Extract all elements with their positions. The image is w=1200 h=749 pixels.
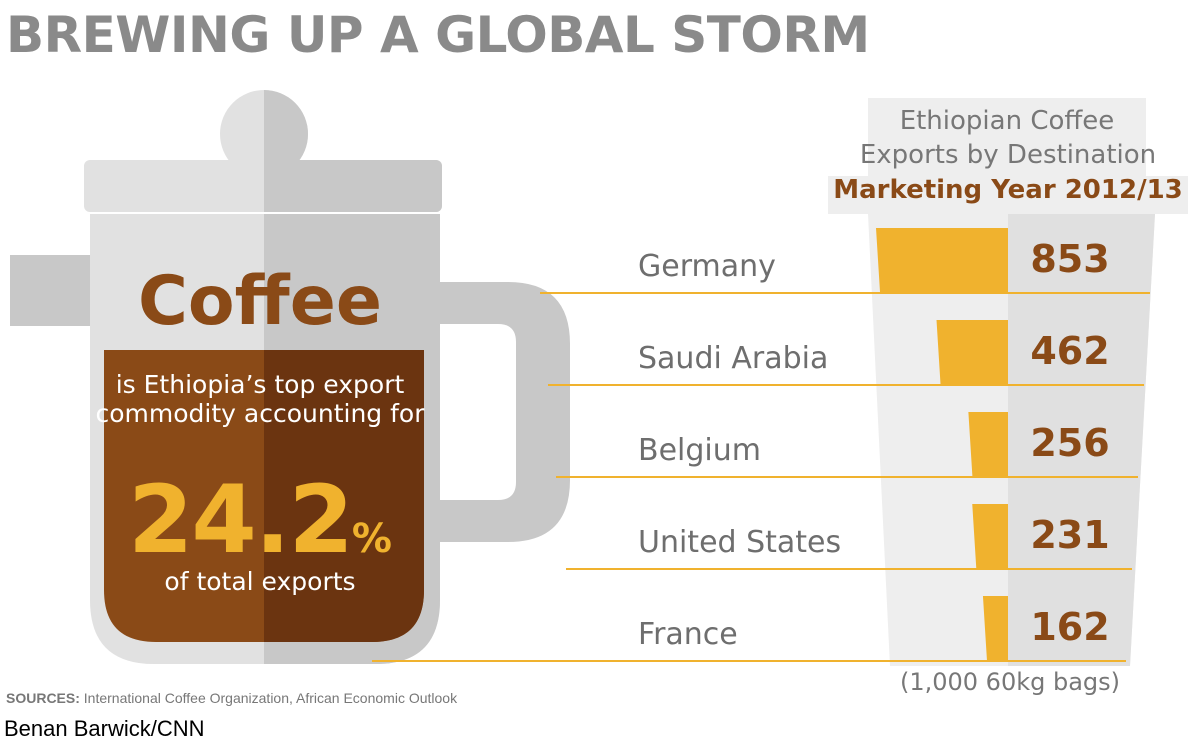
category-label: France bbox=[638, 617, 738, 652]
percent-sign: % bbox=[351, 516, 392, 562]
category-label: United States bbox=[638, 525, 841, 560]
value-label: 462 bbox=[1030, 329, 1109, 373]
value-label: 853 bbox=[1030, 237, 1109, 281]
pot-spout bbox=[10, 255, 92, 326]
percent-figure: 24.2% bbox=[95, 466, 425, 575]
chart-title-box bbox=[868, 98, 1146, 176]
bar-united-states bbox=[972, 504, 1008, 568]
coffee-liquid bbox=[104, 350, 424, 642]
coffee-title: Coffee bbox=[138, 262, 382, 341]
category-label: Saudi Arabia bbox=[638, 341, 828, 376]
bar-belgium bbox=[968, 412, 1008, 476]
sources-label: SOURCES: bbox=[6, 690, 80, 706]
pot-subtext: of total exports bbox=[164, 567, 356, 596]
percent-value: 24.2 bbox=[127, 466, 354, 575]
category-label: Belgium bbox=[638, 433, 761, 468]
headline: BREWING UP A GLOBAL STORM bbox=[6, 6, 870, 64]
bar-germany bbox=[876, 228, 1008, 292]
credit: Benan Barwick/CNN bbox=[4, 716, 205, 741]
pot-knob bbox=[220, 90, 308, 190]
sources-text: International Coffee Organization, Afric… bbox=[83, 690, 458, 706]
value-label: 231 bbox=[1030, 513, 1109, 557]
bar-france bbox=[982, 596, 1008, 660]
chart-rows: Germany 853 Saudi Arabia 462 Belgium 256 Unite… bbox=[372, 228, 1150, 662]
chart-title-line-1: Ethiopian Coffee bbox=[899, 106, 1115, 136]
value-label: 162 bbox=[1030, 605, 1109, 649]
sources-note: SOURCES: International Coffee Organizati… bbox=[6, 690, 457, 706]
pot-lid bbox=[84, 160, 442, 212]
bar-saudi-arabia bbox=[936, 320, 1008, 384]
pot-description: is Ethiopia’s top export commodity accou… bbox=[95, 370, 425, 428]
chart-title-line-2: Exports by Destination bbox=[859, 140, 1157, 170]
chart-subtitle-box bbox=[828, 176, 1188, 214]
category-label: Germany bbox=[638, 249, 776, 284]
chart-subtitle: Marketing Year 2012/13 bbox=[833, 175, 1183, 205]
coffee-pot-illustration bbox=[10, 90, 570, 664]
unit-note: (1,000 60kg bags) bbox=[899, 668, 1121, 696]
value-label: 256 bbox=[1030, 421, 1109, 465]
pot-handle bbox=[440, 282, 570, 542]
